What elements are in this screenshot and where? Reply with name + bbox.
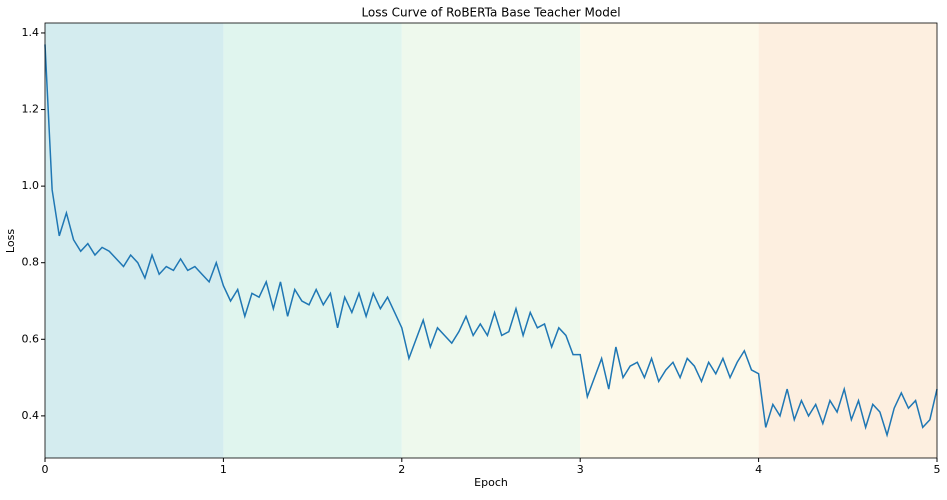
shaded-region	[223, 23, 402, 458]
shaded-region	[401, 23, 581, 458]
x-tick-label: 0	[42, 463, 49, 476]
y-tick-label: 0.6	[22, 332, 40, 345]
shaded-region	[45, 23, 224, 458]
x-axis-label: Epoch	[474, 476, 508, 489]
y-tick-label: 1.0	[22, 179, 40, 192]
x-tick-label: 1	[220, 463, 227, 476]
chart-title: Loss Curve of RoBERTa Base Teacher Model	[361, 6, 620, 20]
x-tick-label: 4	[755, 463, 762, 476]
plot-frame	[44, 22, 938, 459]
y-tick-label: 1.4	[22, 26, 40, 39]
x-tick-label: 3	[577, 463, 584, 476]
y-tick-label: 0.8	[22, 256, 40, 269]
shaded-region	[580, 23, 759, 458]
y-tick-label: 1.2	[22, 103, 40, 116]
x-tick-label: 5	[934, 463, 941, 476]
y-tick-label: 0.4	[22, 409, 40, 422]
shaded-region	[758, 23, 937, 458]
x-tick-label: 2	[398, 463, 405, 476]
y-axis-label: Loss	[4, 229, 17, 253]
line-series	[44, 44, 938, 438]
